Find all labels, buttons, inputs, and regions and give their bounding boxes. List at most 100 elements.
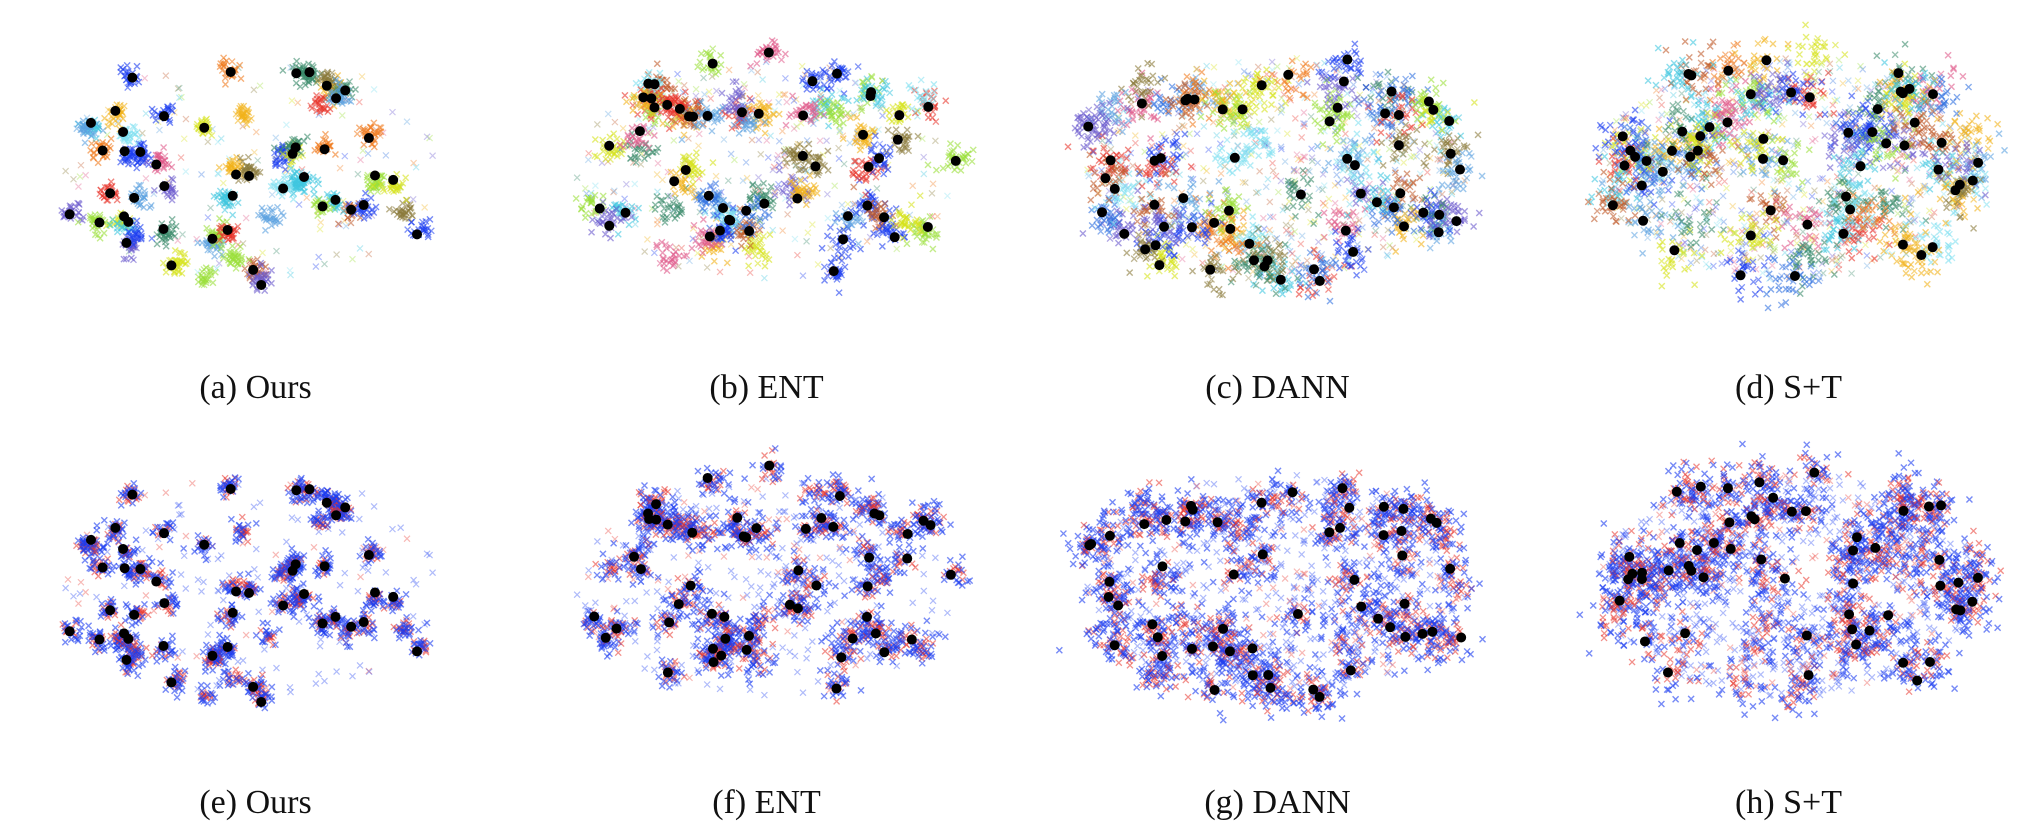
target-point <box>133 231 141 239</box>
target-point <box>769 226 777 234</box>
target-point <box>962 159 970 167</box>
target-point <box>268 222 276 230</box>
target-point <box>1300 153 1307 161</box>
target-point <box>930 80 938 88</box>
target-point <box>281 165 289 173</box>
target-point <box>1294 254 1302 262</box>
target-point <box>775 91 783 98</box>
target-point <box>1282 226 1290 234</box>
target-point <box>745 252 753 260</box>
prototype-dot <box>683 111 694 122</box>
target-point <box>1131 132 1139 139</box>
target-point <box>760 179 768 187</box>
target-point <box>1291 257 1299 265</box>
target-point <box>287 164 295 172</box>
target-point <box>273 217 281 225</box>
target-point <box>769 110 777 118</box>
target-point <box>308 104 316 112</box>
prototype-dot <box>797 150 808 161</box>
target-point <box>1192 65 1200 73</box>
target-point <box>369 182 377 190</box>
target-point <box>668 109 676 117</box>
target-point <box>1293 151 1301 159</box>
prototype-dot <box>227 190 238 201</box>
target-point <box>225 164 233 172</box>
target-point <box>122 255 130 263</box>
target-point <box>1240 221 1248 229</box>
target-point <box>317 218 325 226</box>
target-point <box>162 268 170 276</box>
target-point <box>916 192 924 200</box>
target-point <box>1384 252 1392 260</box>
target-point <box>851 157 858 165</box>
source-point <box>1409 195 1417 203</box>
target-point <box>1333 221 1341 229</box>
target-point <box>1308 157 1316 165</box>
target-point <box>209 242 217 250</box>
target-point <box>148 105 156 113</box>
target-point <box>657 108 665 116</box>
target-point <box>292 184 300 192</box>
target-point <box>669 262 677 270</box>
target-point <box>1375 97 1383 105</box>
target-point <box>886 144 894 152</box>
target-point <box>632 215 640 223</box>
target-point <box>96 234 104 242</box>
target-point <box>1251 108 1259 116</box>
target-point <box>1321 201 1329 209</box>
target-point <box>320 94 328 102</box>
target-point <box>1203 167 1211 175</box>
target-point <box>133 62 141 70</box>
target-point <box>803 85 811 93</box>
target-point <box>310 185 317 193</box>
prototype-dot <box>718 203 729 214</box>
target-point <box>1384 226 1392 234</box>
target-point <box>840 94 848 102</box>
target-point <box>839 119 847 127</box>
target-point <box>836 128 844 136</box>
source-point <box>863 75 871 83</box>
source-point <box>218 67 226 74</box>
target-point <box>78 216 86 224</box>
target-point <box>699 238 707 246</box>
prototype-dot <box>874 153 885 164</box>
target-point <box>214 170 222 177</box>
target-point <box>1168 266 1176 274</box>
target-point <box>181 250 189 258</box>
target-point <box>663 267 671 275</box>
target-point <box>755 173 762 181</box>
target-point <box>220 196 228 204</box>
target-point <box>359 125 367 133</box>
source-point <box>208 132 216 139</box>
target-point <box>787 178 795 186</box>
target-point <box>106 144 114 152</box>
target-point <box>803 237 810 245</box>
target-point <box>751 252 759 260</box>
target-point <box>823 232 831 240</box>
target-point <box>1308 145 1316 153</box>
target-point <box>294 99 302 107</box>
target-point <box>238 259 246 267</box>
target-point <box>809 187 816 195</box>
target-point <box>268 208 276 216</box>
source-point <box>801 175 809 183</box>
prototype-dot <box>858 129 869 140</box>
target-point <box>254 156 262 164</box>
target-point <box>763 250 771 258</box>
target-point <box>231 252 239 260</box>
target-point <box>725 66 733 74</box>
target-point <box>1372 227 1379 235</box>
target-point <box>1207 201 1215 208</box>
target-point <box>1288 250 1296 257</box>
target-point <box>870 141 878 149</box>
target-point <box>659 254 667 262</box>
target-point <box>716 268 724 276</box>
target-point <box>234 199 242 207</box>
target-point <box>764 154 772 161</box>
target-point <box>661 218 669 226</box>
target-point <box>591 135 599 143</box>
target-point <box>349 255 356 263</box>
target-point <box>1320 233 1328 241</box>
target-point <box>685 152 693 160</box>
target-point <box>1277 145 1285 153</box>
